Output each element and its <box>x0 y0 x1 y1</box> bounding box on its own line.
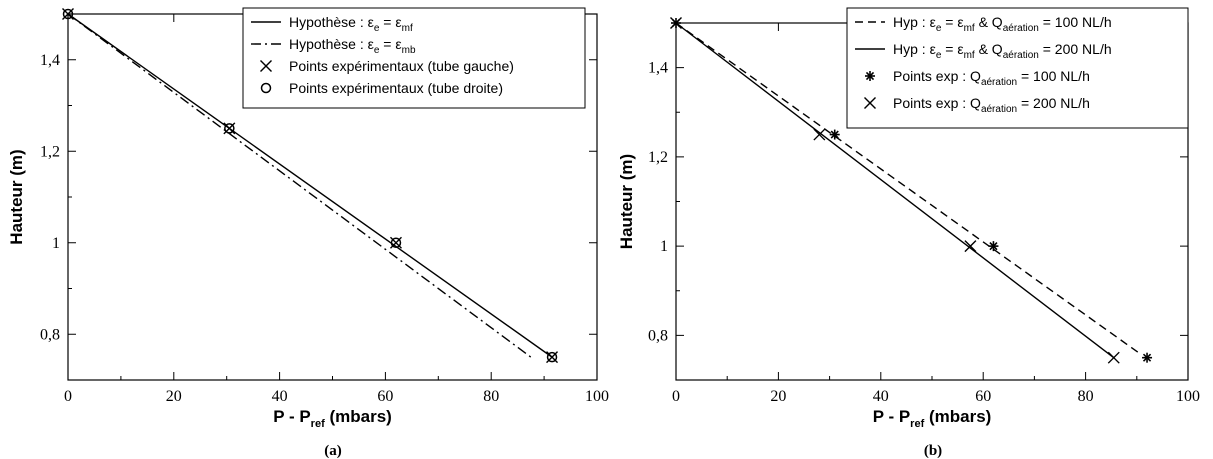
y-axis-label: Hauteur (m) <box>617 154 636 249</box>
panel-label: (b) <box>924 443 942 459</box>
x-tick-label: 100 <box>585 388 609 405</box>
legend-swatch-marker <box>260 82 272 94</box>
series-line-0 <box>67 13 553 358</box>
y-tick-label: 0,8 <box>648 327 668 344</box>
y-axis-label: Hauteur (m) <box>7 149 26 244</box>
x-tick-label: 60 <box>975 388 991 405</box>
x-axis-label: P - Pref (mbars) <box>873 407 992 430</box>
data-point-star <box>1142 352 1153 363</box>
x-tick-label: 20 <box>770 388 786 405</box>
data-point-o <box>546 351 558 363</box>
data-point-star <box>988 241 999 252</box>
y-tick-label: 1,2 <box>648 149 668 166</box>
data-point-x <box>670 17 682 29</box>
y-tick-label: 1 <box>660 238 668 255</box>
series-line-0 <box>675 22 1140 354</box>
x-tick-label: 80 <box>483 388 499 405</box>
x-tick-label: 80 <box>1078 388 1094 405</box>
data-point-x <box>813 128 826 141</box>
x-tick-label: 60 <box>377 388 393 405</box>
y-tick-label: 1,2 <box>40 143 60 160</box>
chart-panel-a: 0 20 40 60 80 100 0,8 1 1,2 1,4 P - Pref (mbars) Ha… <box>7 7 609 459</box>
data-point-o <box>390 237 402 248</box>
y-tick-label: 0,8 <box>40 326 60 343</box>
x-tick-label: 0 <box>64 388 72 405</box>
legend-entry-label: Hyp : εe = εmf & Qaération = 100 NL/h <box>893 14 1112 34</box>
x-tick-label: 40 <box>272 388 288 405</box>
legend-entry-label: Hypothèse : εe = εmf <box>289 14 413 34</box>
x-tick-label: 100 <box>1176 388 1200 405</box>
legend-entry-label: Points exp : Qaération = 200 NL/h <box>893 95 1090 115</box>
legend-swatch-marker <box>260 60 272 72</box>
data-point-star <box>829 129 840 140</box>
legend: Hyp : εe = εmf & Qaération = 100 NL/h Hyp… <box>846 7 1189 129</box>
legend-entry-label: Points expérimentaux (tube droite) <box>289 80 503 96</box>
data-point-o <box>62 8 74 20</box>
y-tick-label: 1,4 <box>40 52 60 69</box>
data-point-x <box>964 240 977 253</box>
legend-box <box>846 7 1189 129</box>
legend-swatch-marker <box>864 97 876 109</box>
x-axis-label: P - Pref (mbars) <box>273 407 392 430</box>
y-tick-label: 1 <box>52 235 60 252</box>
data-point-x <box>1107 351 1120 364</box>
x-tick-label: 20 <box>166 388 182 405</box>
series-line-1 <box>675 22 1115 359</box>
series-line-1 <box>67 13 532 358</box>
y-tick-label: 1,4 <box>648 60 668 77</box>
panel-label: (a) <box>324 443 342 459</box>
legend-swatch-marker <box>865 71 875 81</box>
legend-entry-label: Hypothèse : εe = εmb <box>289 36 416 56</box>
legend-entry-label: Hyp : εe = εmf & Qaération = 200 NL/h <box>893 41 1112 61</box>
data-point-o <box>224 123 235 134</box>
x-tick-label: 40 <box>873 388 889 405</box>
x-tick-label: 0 <box>672 388 680 405</box>
legend-entry-label: Points expérimentaux (tube gauche) <box>289 58 514 74</box>
legend-box <box>242 7 586 109</box>
legend-entry-label: Points exp : Qaération = 100 NL/h <box>893 68 1090 88</box>
chart-panel-b: 0 20 40 60 80 100 0,8 1 1,2 1,4 P - Pref (mbars) Ha… <box>617 7 1200 459</box>
